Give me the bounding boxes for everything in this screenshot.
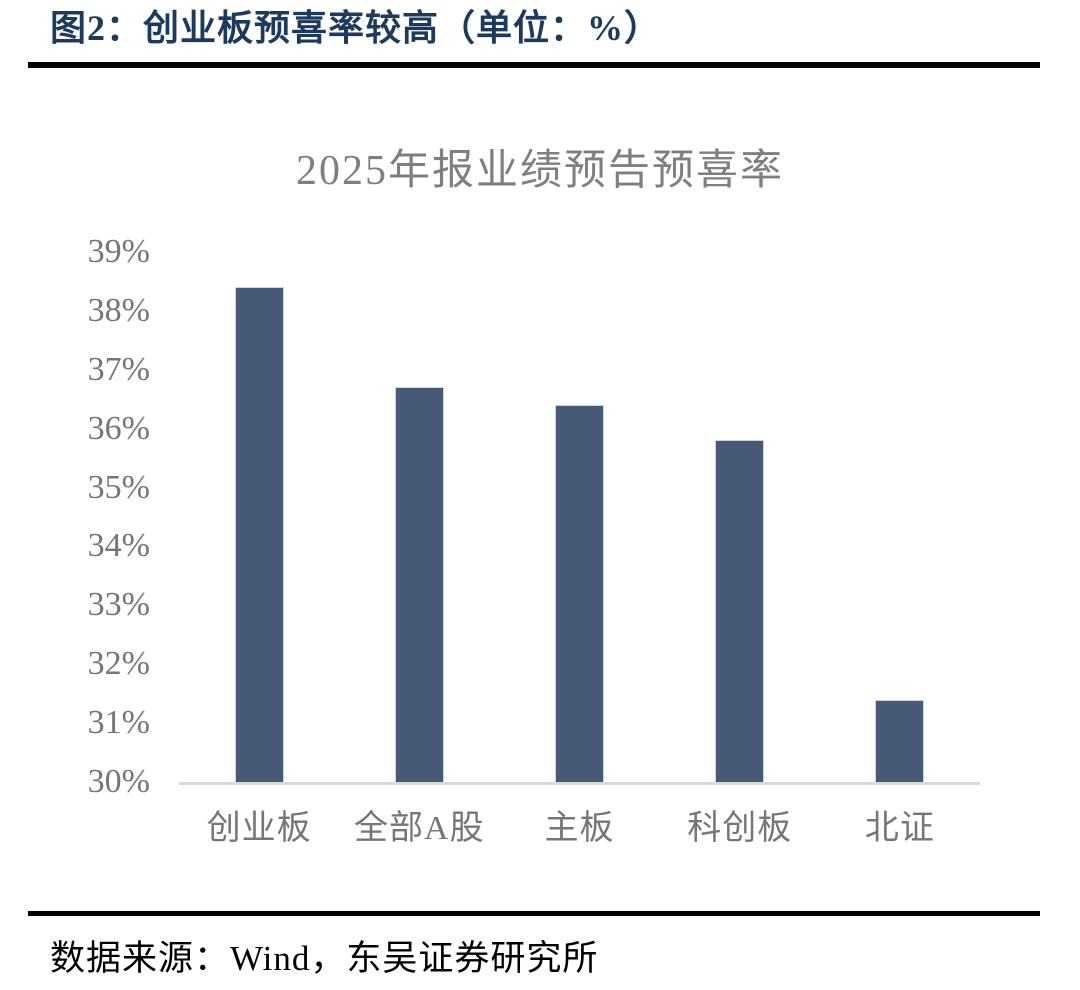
bar-3 xyxy=(555,405,604,782)
y-tick-label: 31% xyxy=(87,704,150,742)
x-slot: 科创板 xyxy=(660,800,820,849)
y-tick-label: 35% xyxy=(87,468,150,506)
data-source-note: 数据来源：Wind，东吴证券研究所 xyxy=(50,939,599,978)
bar-slot xyxy=(820,252,980,782)
y-tick-label: 32% xyxy=(87,645,150,683)
bar-4 xyxy=(715,440,765,782)
x-slot: 创业板 xyxy=(179,800,339,849)
footer-divider-line xyxy=(28,911,1040,916)
bar-2 xyxy=(394,387,444,782)
chart-title: 2025年报业绩预告预喜率 xyxy=(295,148,784,194)
y-tick-label: 39% xyxy=(87,233,150,270)
figure-caption: 图2：创业板预喜率较高（单位：%） xyxy=(50,8,662,48)
bar-5 xyxy=(875,699,925,782)
bar-slot xyxy=(660,252,820,782)
y-tick-label: 38% xyxy=(87,291,150,329)
x-tick-label: 全部A股 xyxy=(354,810,485,847)
bar-slot xyxy=(179,252,339,782)
y-tick-label: 34% xyxy=(87,527,150,565)
x-slot: 全部A股 xyxy=(339,800,499,849)
x-tick-label: 北证 xyxy=(864,810,935,847)
header-divider-line xyxy=(28,62,1040,68)
bar-1 xyxy=(234,287,284,782)
bar-slot xyxy=(339,252,499,782)
x-tick-label: 科创板 xyxy=(687,810,793,847)
x-tick-label: 创业板 xyxy=(206,810,312,847)
plot-area xyxy=(179,252,980,785)
x-tick-label: 主板 xyxy=(544,810,615,847)
bar-slot xyxy=(499,252,659,782)
y-tick-label: 33% xyxy=(87,586,150,624)
y-tick-label: 36% xyxy=(87,409,150,447)
y-tick-label: 30% xyxy=(87,763,150,800)
x-axis: 创业板 全部A股 主板 科创板 北证 xyxy=(179,800,980,849)
x-slot: 主板 xyxy=(499,800,659,849)
x-slot: 北证 xyxy=(820,800,980,849)
y-axis: 39% 38% 37% 36% 35% 34% 33% 32% 31% 30% xyxy=(0,233,150,800)
y-tick-label: 37% xyxy=(87,350,150,388)
